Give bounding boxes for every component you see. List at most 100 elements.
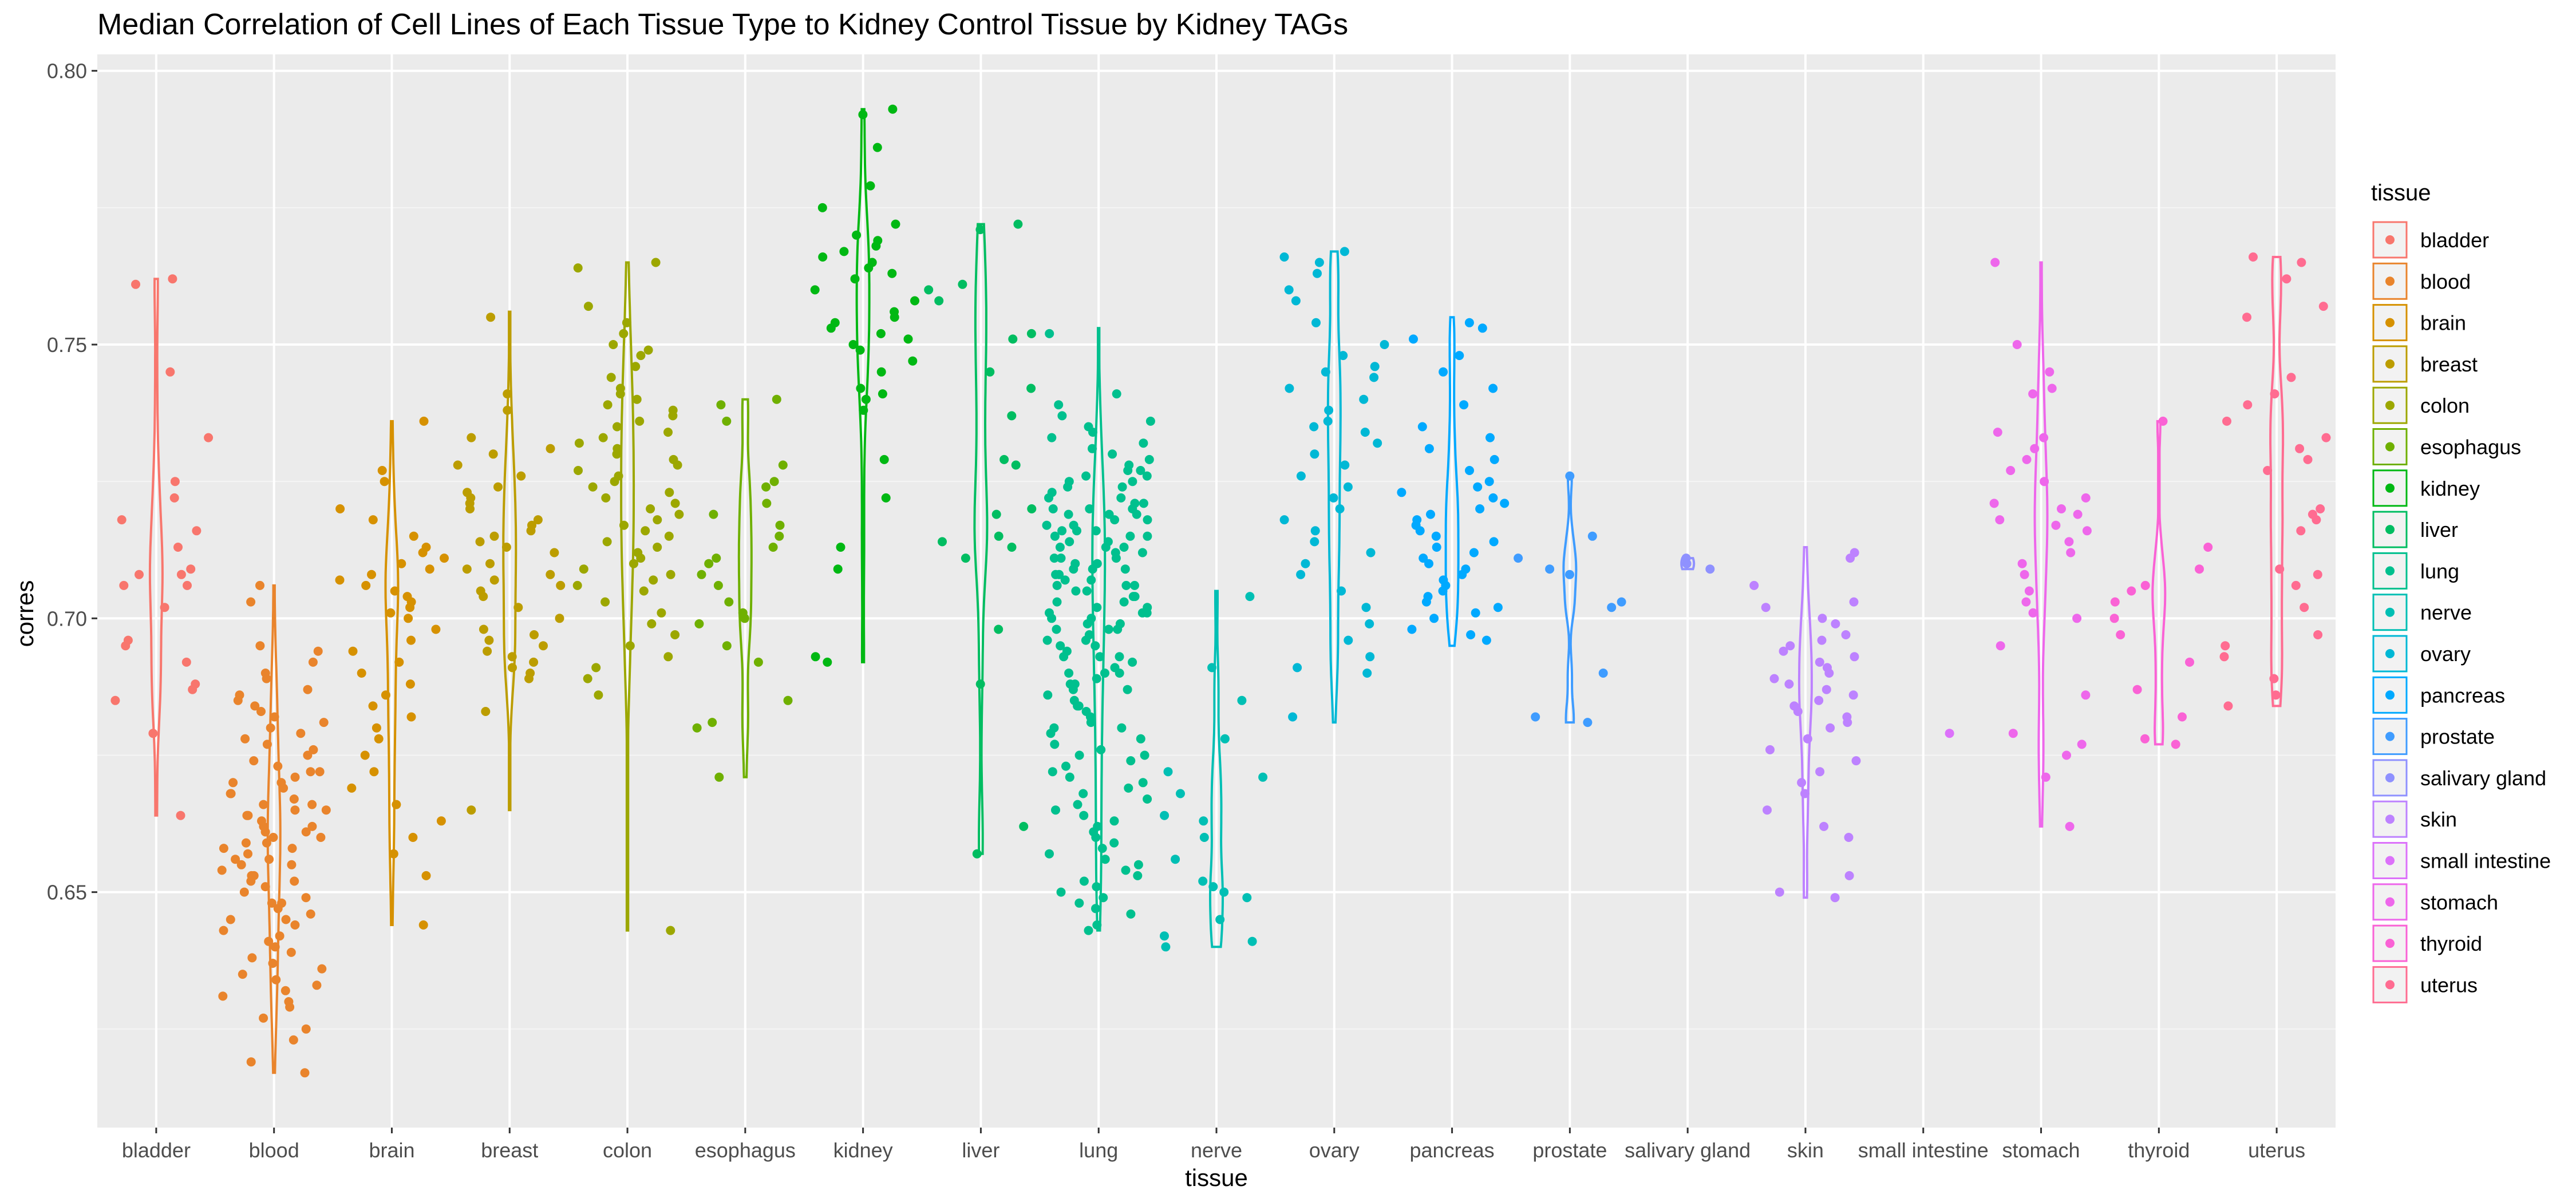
violin-breast (502, 310, 517, 812)
point-lung (1119, 597, 1129, 607)
point-breast (481, 707, 491, 716)
point-lung (1045, 608, 1054, 618)
point-colon (574, 438, 584, 448)
point-colon (603, 400, 613, 410)
point-brain (406, 712, 416, 722)
point-ovary (1365, 652, 1375, 662)
point-nerve (1245, 592, 1255, 602)
point-blood (303, 685, 313, 694)
point-breast (546, 570, 555, 579)
point-kidney (903, 334, 913, 344)
point-breast (508, 663, 517, 673)
point-thyroid (2203, 543, 2213, 552)
point-thyroid (2132, 685, 2142, 694)
point-ovary (1335, 504, 1345, 513)
point-lung (1082, 619, 1092, 628)
point-ovary (1285, 383, 1294, 393)
point-blood (301, 827, 311, 837)
point-breast (453, 460, 463, 470)
point-blood (249, 871, 259, 880)
point-colon (615, 389, 625, 399)
point-colon (619, 329, 629, 338)
point-brain (335, 575, 345, 585)
point-lung (1104, 624, 1113, 634)
point-colon (629, 559, 638, 568)
point-lung (1130, 580, 1139, 590)
point-kidney (856, 383, 866, 393)
point-uterus (2313, 630, 2323, 639)
point-lung (1115, 652, 1124, 662)
point-brain (377, 466, 387, 475)
point-lung (1121, 865, 1131, 875)
point-kidney (910, 296, 919, 306)
point-colon (653, 515, 662, 525)
point-kidney (817, 203, 827, 212)
point-breast (467, 805, 476, 815)
point-pancreas (1426, 509, 1435, 519)
point-uterus (2242, 313, 2251, 322)
point-ovary (1370, 362, 1380, 371)
point-esophagus (708, 718, 717, 727)
point-skin (1841, 630, 1851, 639)
point-lung (1139, 499, 1148, 508)
point-brain (404, 614, 413, 623)
point-kidney (891, 219, 900, 229)
point-pancreas (1457, 570, 1467, 579)
point-esophagus (783, 695, 793, 705)
point-stomach (2045, 367, 2055, 377)
point-breast (483, 646, 492, 656)
point-colon (612, 449, 622, 459)
x-tick-label: prostate (1532, 1138, 1607, 1162)
point-nerve (1199, 816, 1208, 826)
point-lung (1063, 482, 1073, 492)
point-blood (312, 980, 322, 990)
point-skin (1765, 745, 1775, 754)
point-uterus (2263, 466, 2273, 475)
x-tick-label: colon (603, 1138, 652, 1162)
point-stomach (2082, 526, 2092, 536)
point-ovary (1311, 318, 1321, 327)
point-kidney (810, 285, 820, 295)
point-small-intestine (1945, 729, 1954, 738)
point-uterus (2300, 603, 2309, 612)
point-lung (1115, 669, 1124, 678)
point-lung (1088, 428, 1097, 437)
point-colon (619, 520, 629, 530)
point-esophagus (761, 482, 771, 492)
point-stomach (2017, 559, 2027, 568)
point-pancreas (1432, 543, 1441, 552)
point-kidney (879, 454, 889, 464)
point-esophagus (768, 543, 778, 552)
point-brain (406, 635, 416, 645)
point-pancreas (1429, 614, 1439, 623)
point-brain (348, 646, 358, 656)
point-stomach (2041, 772, 2050, 782)
point-colon (591, 663, 601, 673)
point-colon (601, 493, 611, 503)
point-lung (1119, 543, 1129, 552)
point-uterus (2286, 373, 2296, 382)
point-stomach (2020, 570, 2029, 579)
point-lung (1045, 329, 1054, 338)
point-pancreas (1431, 531, 1441, 541)
point-liver (994, 624, 1003, 634)
point-liver (1007, 543, 1017, 552)
point-stomach (2072, 614, 2082, 623)
point-colon (643, 345, 653, 355)
point-blood (226, 789, 235, 798)
point-liver (961, 553, 970, 563)
point-colon (600, 597, 610, 607)
point-lung (1056, 553, 1066, 563)
point-nerve (1198, 876, 1208, 886)
violin-brain (384, 420, 400, 926)
point-nerve (1163, 767, 1173, 777)
point-blood (285, 1002, 295, 1012)
point-lung (1092, 674, 1101, 683)
point-blood (290, 920, 300, 930)
point-ovary (1337, 586, 1346, 596)
point-kidney (811, 652, 820, 662)
point-colon (670, 630, 680, 639)
point-brain (380, 477, 389, 487)
legend-key-point (2385, 814, 2395, 824)
